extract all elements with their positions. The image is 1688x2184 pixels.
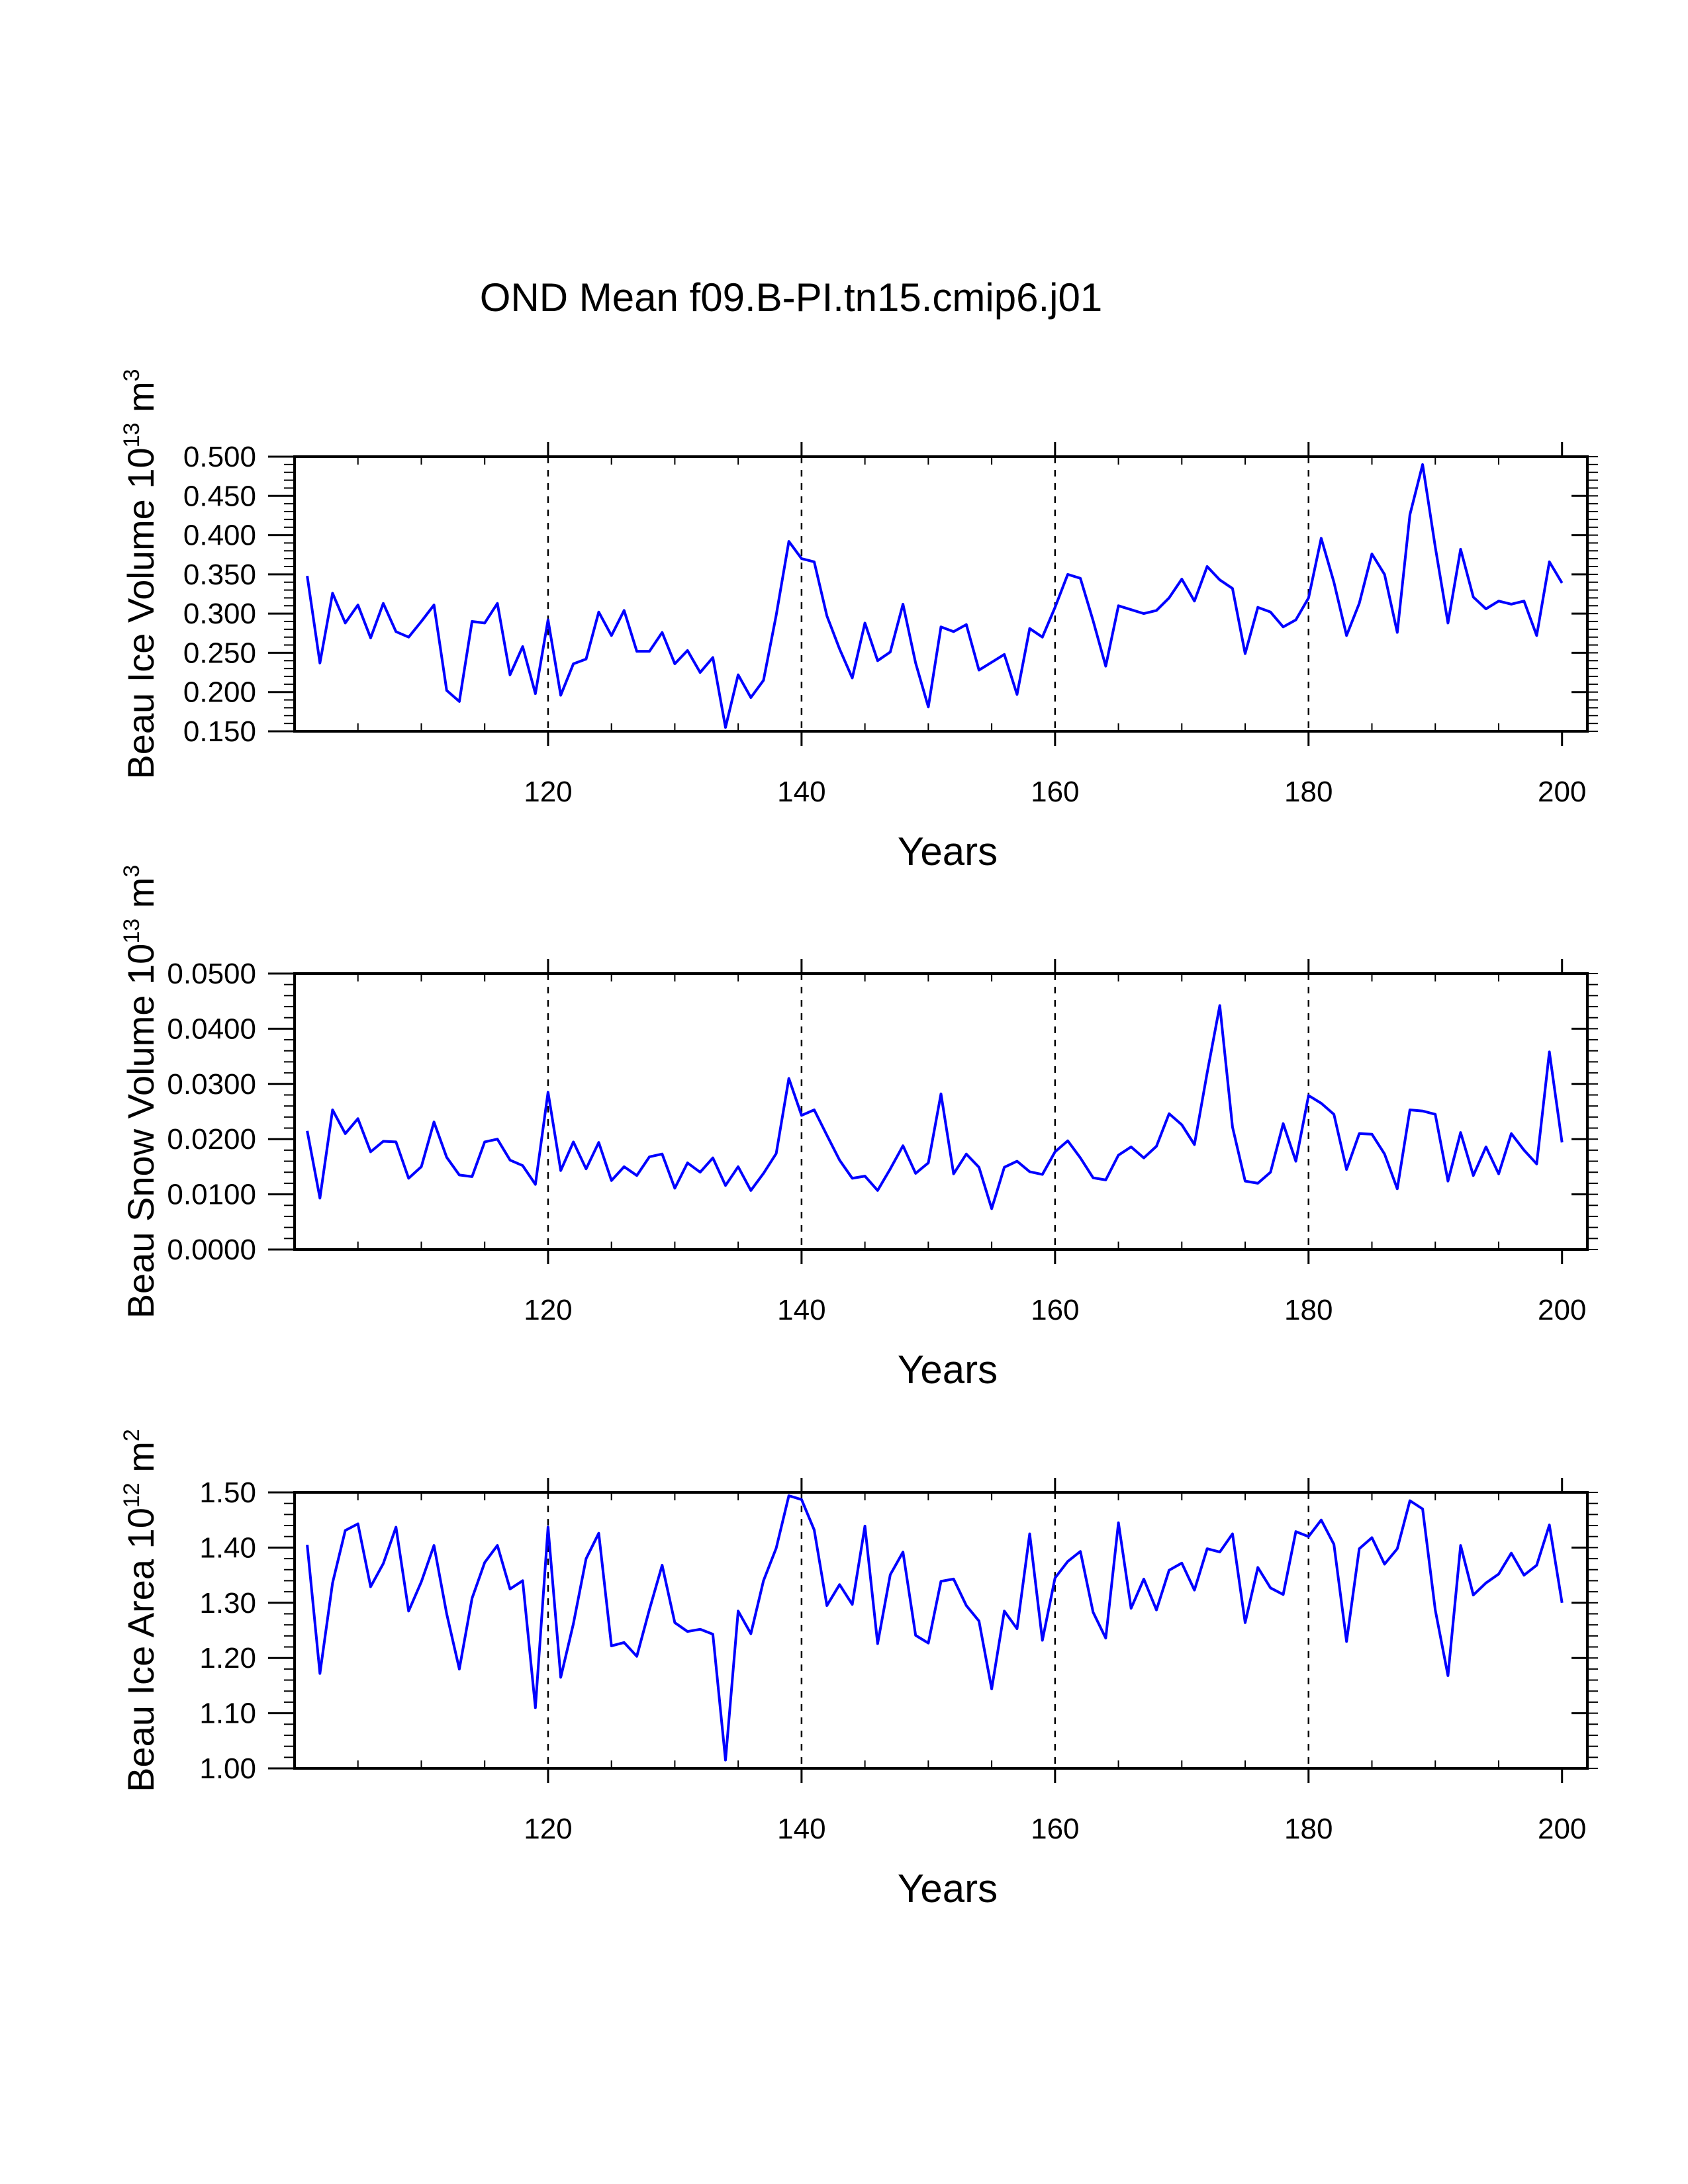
y-label-exponent: 13 xyxy=(119,919,144,944)
panel-snow-volume: 120 140 160 180 200 0.0000 0.0100 0.0200 0.0300 0… xyxy=(119,865,1598,1392)
ice-area-y-axis-label: Beau Ice Area 1012 m2 xyxy=(119,1429,162,1792)
x-tick-label-140: 140 xyxy=(777,1813,825,1845)
x-tick-label-120: 120 xyxy=(524,1813,572,1845)
ice-volume-y-tick-label: 0.250 xyxy=(183,637,256,669)
x-tick-label-120: 120 xyxy=(524,1294,572,1326)
snow-volume-y-tick-label: 0.0300 xyxy=(167,1068,256,1101)
ice-area-y-tick-label: 1.20 xyxy=(199,1642,256,1674)
x-tick-label-180: 180 xyxy=(1284,776,1333,808)
snow-volume-y-tick-label: 0.0500 xyxy=(167,958,256,990)
x-tick-label-120: 120 xyxy=(524,776,572,808)
y-label-unit-exponent: 2 xyxy=(119,1429,144,1441)
x-tick-label-160: 160 xyxy=(1031,776,1079,808)
ice-area-plot-frame xyxy=(293,1491,1589,1770)
x-tick-label-180: 180 xyxy=(1284,1294,1333,1326)
ice-area-y-tick-label: 1.40 xyxy=(199,1531,256,1564)
ice-area-y-tick-label: 1.30 xyxy=(199,1587,256,1619)
x-tick-label-140: 140 xyxy=(777,1294,825,1326)
y-label-main: Beau Ice Area 10 xyxy=(120,1508,162,1792)
snow-volume-y-tick-label: 0.0400 xyxy=(167,1013,256,1045)
snow-volume-x-axis-label: Years xyxy=(898,1347,998,1392)
snow-volume-series-line xyxy=(306,1004,1564,1210)
y-label-exponent: 13 xyxy=(119,423,144,448)
ice-area-y-tick-label: 1.00 xyxy=(199,1752,256,1785)
ice-volume-y-tick-label: 0.450 xyxy=(183,480,256,512)
ice-area-x-axis-label: Years xyxy=(898,1866,998,1911)
snow-volume-plot-frame xyxy=(293,972,1589,1251)
y-label-unit-exponent: 3 xyxy=(119,369,144,381)
ice-volume-x-axis-label: Years xyxy=(898,829,998,874)
ice-area-y-tick-label: 1.10 xyxy=(199,1698,256,1730)
ice-volume-y-tick-label: 0.150 xyxy=(183,715,256,748)
ice-volume-y-tick-label: 0.500 xyxy=(183,441,256,473)
x-tick-label-160: 160 xyxy=(1031,1813,1079,1845)
x-tick-label-200: 200 xyxy=(1538,776,1586,808)
ice-area-y-tick-label: 1.50 xyxy=(199,1477,256,1509)
x-tick-label-200: 200 xyxy=(1538,1294,1586,1326)
y-label-main: Beau Ice Volume 10 xyxy=(120,447,162,779)
ice-volume-y-tick-label: 0.350 xyxy=(183,559,256,591)
x-tick-label-180: 180 xyxy=(1284,1813,1333,1845)
x-tick-label-160: 160 xyxy=(1031,1294,1079,1326)
ice-volume-y-tick-label: 0.400 xyxy=(183,520,256,552)
y-label-unit: m xyxy=(120,878,162,919)
y-label-main: Beau Snow Volume 10 xyxy=(120,944,162,1319)
panel-ice-volume: 120 140 160 180 200 0.150 0.200 0.250 0.300 0.350… xyxy=(119,369,1598,874)
snow-volume-y-tick-label: 0.0200 xyxy=(167,1123,256,1156)
ice-volume-y-tick-label: 0.300 xyxy=(183,598,256,630)
ice-area-series-line xyxy=(306,1494,1564,1762)
snow-volume-y-axis-label: Beau Snow Volume 1013 m3 xyxy=(119,865,162,1319)
ice-volume-y-axis-label: Beau Ice Volume 1013 m3 xyxy=(119,369,162,779)
panel-ice-area: 120 140 160 180 200 1.00 1.10 1.20 1.30 1.40 1.50 Y… xyxy=(119,1429,1598,1911)
ice-volume-series-line xyxy=(306,463,1564,729)
y-label-exponent: 12 xyxy=(119,1482,144,1508)
ice-volume-plot-frame xyxy=(293,455,1589,733)
x-tick-label-140: 140 xyxy=(777,776,825,808)
chart-title: OND Mean f09.B-PI.tn15.cmip6.j01 xyxy=(480,275,1102,320)
y-label-unit: m xyxy=(120,381,162,422)
snow-volume-y-tick-label: 0.0100 xyxy=(167,1179,256,1211)
y-label-unit-exponent: 3 xyxy=(119,865,144,878)
snow-volume-y-tick-label: 0.0000 xyxy=(167,1234,256,1266)
y-label-unit: m xyxy=(120,1441,162,1482)
x-tick-label-200: 200 xyxy=(1538,1813,1586,1845)
ice-volume-y-tick-label: 0.200 xyxy=(183,676,256,709)
